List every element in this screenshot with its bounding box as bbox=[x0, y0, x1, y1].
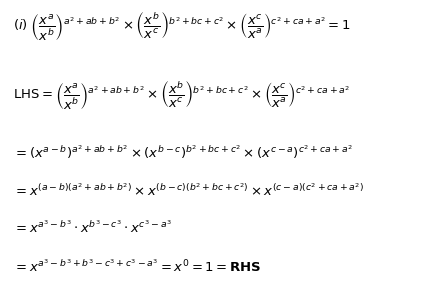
Text: $(i)\;\left(\dfrac{x^{a}}{x^{b}}\right)^{a^2+ab+b^2} \times \left(\dfrac{x^{b}}{: $(i)\;\left(\dfrac{x^{a}}{x^{b}}\right)^… bbox=[13, 11, 351, 44]
Text: $\mathrm{LHS} = \left(\dfrac{x^{a}}{x^{b}}\right)^{a^2+ab+b^2} \times \left(\dfr: $\mathrm{LHS} = \left(\dfrac{x^{a}}{x^{b… bbox=[13, 80, 350, 112]
Text: $= (x^{a-b})^{a^2+ab+b^2} \times (x^{b-c})^{b^2+bc+c^2} \times (x^{c-a})^{c^2+ca: $= (x^{a-b})^{a^2+ab+b^2} \times (x^{b-c… bbox=[13, 144, 353, 161]
Text: $= x^{(a-b)(a^2+ab+b^2)} \times x^{(b-c)(b^2+bc+c^2)} \times x^{(c-a)(c^2+ca+a^2: $= x^{(a-b)(a^2+ab+b^2)} \times x^{(b-c)… bbox=[13, 182, 364, 199]
Text: $= x^{a^3-b^3+b^3-c^3+c^3-a^3} = x^{0} = 1 = \mathbf{RHS}$: $= x^{a^3-b^3+b^3-c^3+c^3-a^3} = x^{0} =… bbox=[13, 259, 261, 275]
Text: $= x^{a^3-b^3} \cdot x^{b^3-c^3} \cdot x^{c^3-a^3}$: $= x^{a^3-b^3} \cdot x^{b^3-c^3} \cdot x… bbox=[13, 219, 172, 235]
